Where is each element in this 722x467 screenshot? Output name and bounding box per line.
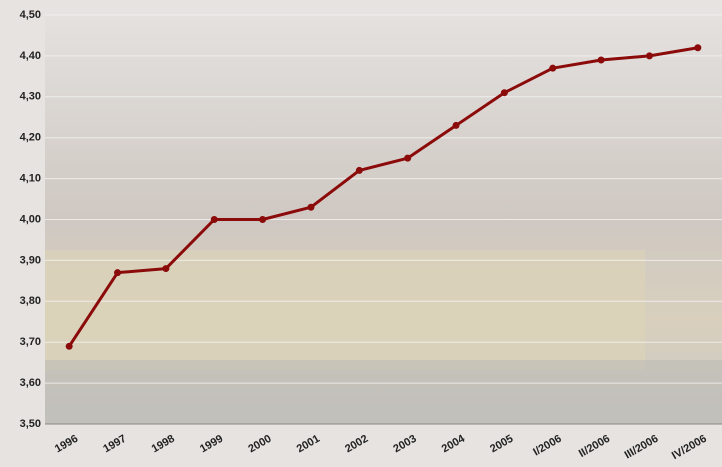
data-point bbox=[549, 65, 556, 72]
y-tick-label: 3,90 bbox=[20, 254, 41, 266]
data-point bbox=[646, 52, 653, 59]
data-point bbox=[598, 56, 605, 63]
y-tick-label: 3,80 bbox=[20, 295, 41, 307]
data-point bbox=[356, 167, 363, 174]
data-point bbox=[211, 216, 218, 223]
y-tick-label: 4,10 bbox=[20, 173, 41, 185]
y-tick-label: 3,60 bbox=[20, 377, 41, 389]
data-point bbox=[66, 343, 73, 350]
data-point bbox=[501, 89, 508, 96]
photo-shape bbox=[45, 360, 722, 424]
chart: 3,50 3,60 3,70 3,80 3,90 4,00 4,10 4,20 4,30 4,40… bbox=[0, 0, 722, 467]
y-tick-label: 3,50 bbox=[20, 418, 41, 430]
y-tick-label: 4,30 bbox=[20, 91, 41, 103]
data-point bbox=[453, 122, 460, 129]
data-point bbox=[307, 204, 314, 211]
data-point bbox=[694, 44, 701, 51]
data-point bbox=[162, 265, 169, 272]
data-point bbox=[114, 269, 121, 276]
y-tick-label: 4,50 bbox=[20, 9, 41, 21]
data-point bbox=[259, 216, 266, 223]
data-point bbox=[404, 155, 411, 162]
photo-shape bbox=[45, 250, 645, 370]
y-tick-label: 4,00 bbox=[20, 213, 41, 225]
y-tick-label: 4,20 bbox=[20, 132, 41, 144]
y-tick-label: 4,40 bbox=[20, 50, 41, 62]
y-tick-label: 3,70 bbox=[20, 336, 41, 348]
